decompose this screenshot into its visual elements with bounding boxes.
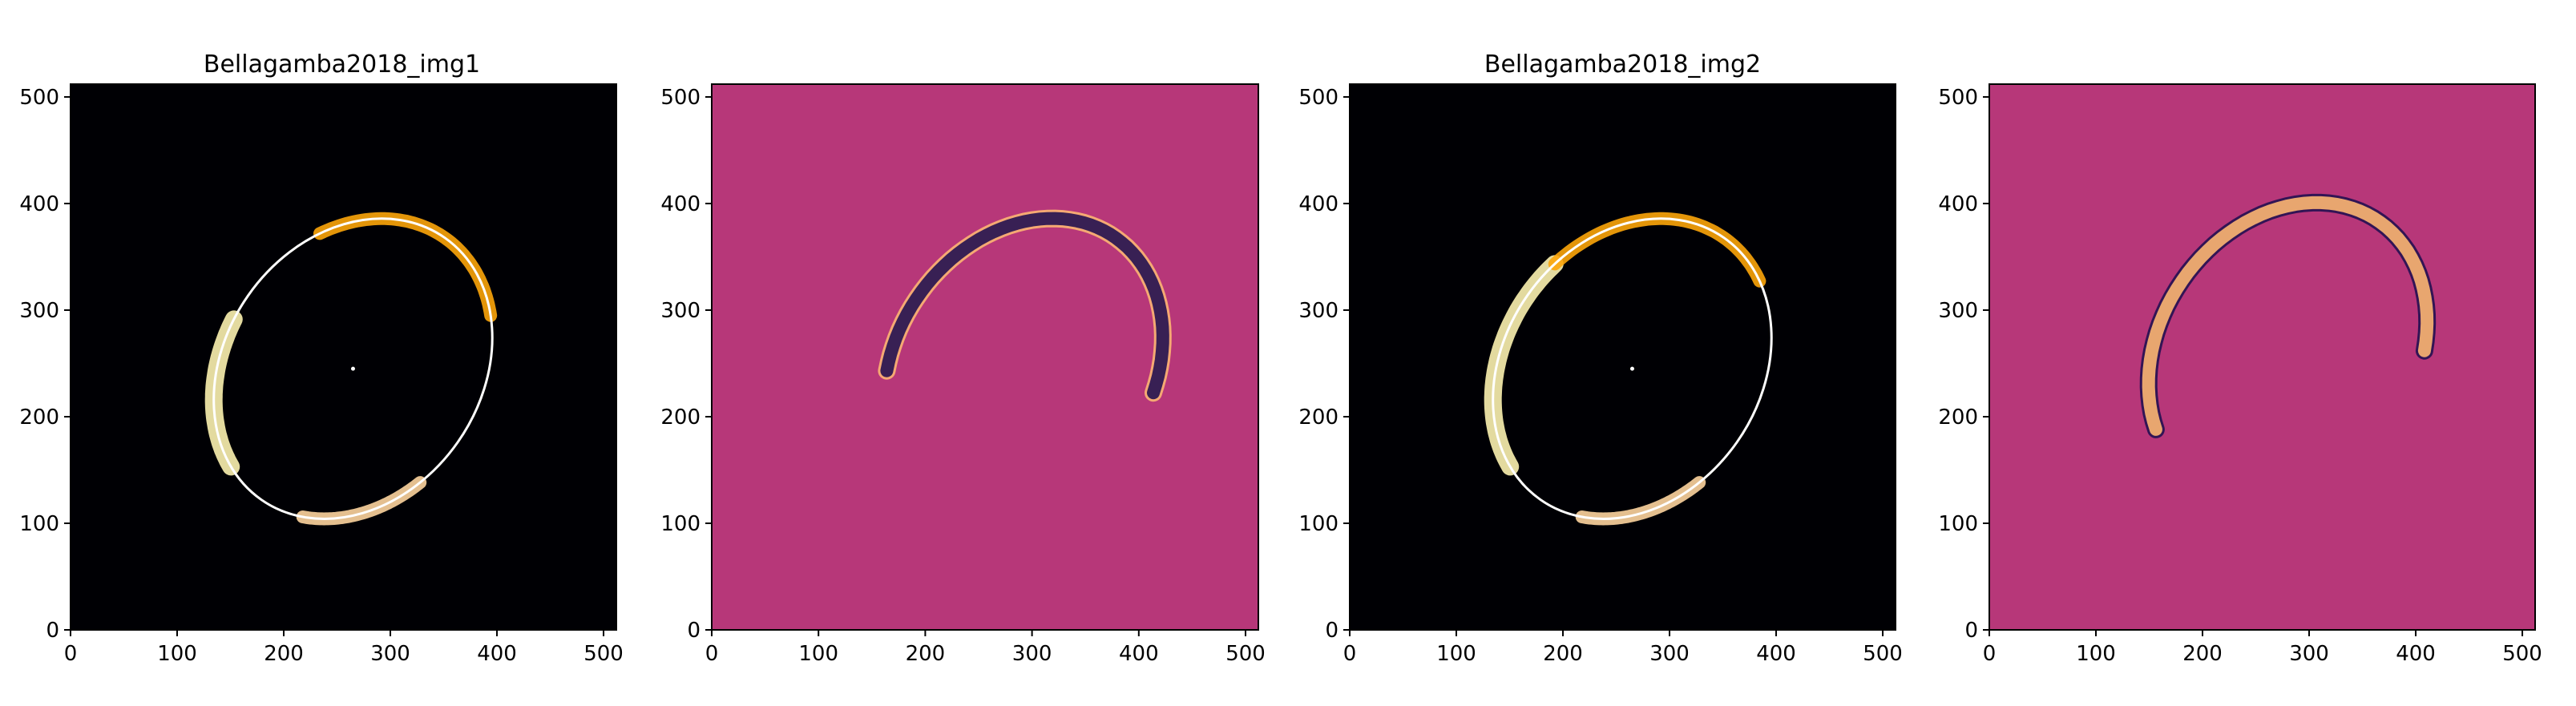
x-tick-label: 400	[477, 642, 517, 666]
x-tick-label: 0	[705, 642, 719, 666]
x-tick-label: 400	[1756, 642, 1796, 666]
x-tick-label: 200	[1543, 642, 1583, 666]
y-tick-label: 500	[19, 86, 59, 110]
image-content	[1484, 212, 1773, 526]
y-tick-label: 100	[1938, 512, 1978, 536]
panel-img1: Bellagamba2018_img1 0 100 200 300 400 500 0 100…	[19, 50, 624, 666]
x-tick-label: 500	[1863, 642, 1903, 666]
axes-frame	[1989, 83, 2536, 631]
x-tick-label: 500	[2502, 642, 2542, 666]
image-content	[204, 212, 498, 526]
x-tick-label: 100	[1436, 642, 1476, 666]
image-content	[878, 209, 1172, 402]
y-tick-label: 0	[46, 619, 59, 643]
image-background	[712, 84, 1258, 630]
y-tick-label: 200	[1298, 405, 1338, 430]
y-tick-label: 200	[19, 405, 59, 430]
axes-frame	[1349, 83, 1896, 631]
y-tick-label: 300	[1938, 299, 1978, 323]
panel-img1-residual: 0 100 200 300 400 500 0 100 200 300 400 500	[660, 83, 1266, 666]
x-tick-label: 300	[370, 642, 410, 666]
y-tick-label: 0	[687, 619, 701, 643]
y-tick-label: 500	[1298, 86, 1338, 110]
y-tick-label: 300	[1298, 299, 1338, 323]
x-tick-label: 0	[1343, 642, 1357, 666]
y-tick-label: 300	[19, 299, 59, 323]
x-tick-label: 0	[1983, 642, 1997, 666]
y-tick-label: 500	[660, 86, 701, 110]
y-tick-label: 0	[1325, 619, 1338, 643]
x-tick-label: 500	[1225, 642, 1266, 666]
y-tick-label: 300	[660, 299, 701, 323]
y-tick-label: 400	[19, 192, 59, 216]
x-tick-label: 200	[264, 642, 304, 666]
axes-frame	[70, 83, 617, 631]
y-tick-label: 400	[1298, 192, 1338, 216]
panel-title: Bellagamba2018_img1	[204, 50, 480, 79]
x-tick-label: 100	[2076, 642, 2116, 666]
lens-center-marker	[1629, 366, 1634, 371]
x-tick-label: 500	[583, 642, 624, 666]
image-background	[71, 84, 616, 630]
x-tick-label: 400	[2396, 642, 2436, 666]
x-tick-label: 200	[906, 642, 946, 666]
image-background	[1989, 84, 2535, 630]
image-content	[2139, 193, 2437, 438]
y-tick-label: 100	[660, 512, 701, 536]
x-tick-label: 0	[64, 642, 78, 666]
panel-title: Bellagamba2018_img2	[1484, 50, 1761, 79]
x-tick-label: 200	[2182, 642, 2223, 666]
panel-img2: Bellagamba2018_img2 0 100 200 300 400 500 0 100…	[1298, 50, 1903, 666]
y-tick-label: 0	[1964, 619, 1978, 643]
critical-curve-ellipse	[212, 217, 494, 520]
x-tick-label: 300	[1012, 642, 1052, 666]
critical-curve-ellipse	[1492, 217, 1773, 520]
x-tick-label: 100	[157, 642, 197, 666]
y-tick-label: 100	[19, 512, 59, 536]
image-background	[1350, 84, 1896, 630]
x-tick-label: 400	[1119, 642, 1159, 666]
y-tick-label: 400	[660, 192, 701, 216]
lensed-arc	[880, 212, 1169, 400]
x-tick-label: 300	[2289, 642, 2329, 666]
y-tick-label: 200	[660, 405, 701, 430]
axes-frame	[711, 83, 1259, 631]
y-tick-label: 500	[1938, 86, 1978, 110]
y-tick-label: 200	[1938, 405, 1978, 430]
panel-img2-residual: 0 100 200 300 400 500 0 100 200 300 400 500	[1938, 83, 2542, 666]
x-tick-label: 300	[1649, 642, 1690, 666]
y-tick-label: 400	[1938, 192, 1978, 216]
lens-center-marker	[350, 366, 355, 371]
lensed-arc	[2142, 196, 2434, 436]
y-tick-label: 100	[1298, 512, 1338, 536]
x-tick-label: 100	[798, 642, 838, 666]
